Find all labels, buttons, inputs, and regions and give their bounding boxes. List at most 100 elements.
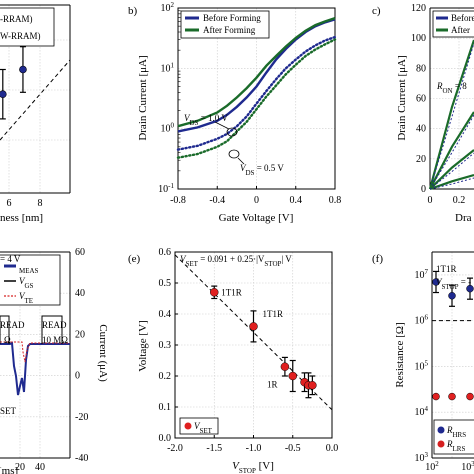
panel-d-legend-label: VTE: [19, 291, 33, 305]
panel-b-arrow: [214, 121, 230, 130]
panel-c-curve: [428, 39, 474, 190]
panel-e-ytick: 0.1: [159, 402, 172, 413]
panel-f-ytick-part: 10: [415, 453, 425, 464]
panel-f-hrs-point: [448, 292, 456, 300]
panel-b-annotation-part: DS: [246, 169, 255, 177]
panel-b-ytick-part: 10: [161, 63, 171, 74]
panel-f-ytick-part: 6: [425, 314, 429, 322]
panel-f-hrs-point: [432, 278, 440, 286]
panel-a-legend-item: W-RRAM): [0, 31, 41, 41]
panel-f-xtick: 103: [461, 460, 474, 473]
panel-d-xtick: 40: [35, 462, 45, 473]
panel-d-annotation: = 4 V: [0, 254, 21, 264]
panel-b-ellipse: [228, 149, 240, 159]
panel-e-xlabel-part: V: [232, 460, 240, 472]
panel-b-series-vds05: [176, 38, 337, 159]
panel-c-curve: [429, 149, 474, 190]
panel-b-ylabel: Drain Current [μA]: [137, 55, 149, 140]
panel-f-ytick: 106: [415, 314, 429, 327]
panel-d-legend-label-part: TE: [25, 297, 34, 305]
panel-b-xtick: -0.4: [209, 195, 225, 206]
panel-f-legend-marker: [437, 440, 445, 448]
panel-f-annotation-part: V: [436, 277, 443, 287]
panel-b-annotation: VDS = 0.5 V: [240, 163, 284, 177]
panel-b-ytick-part: 0: [171, 122, 175, 130]
panel-e-point: [308, 381, 317, 390]
panel-a-xlabel: ness [nm]: [0, 212, 43, 224]
panel-e-equation: VSET = 0.091 + 0.25·|VSTOP| V: [180, 254, 292, 268]
panel-f-ytick: 105: [415, 359, 429, 372]
panel-c-ytick: 120: [411, 3, 426, 14]
panel-d-legend-label-part: MEAS: [19, 267, 39, 275]
panel-c-annotation: RON = 8: [436, 81, 467, 95]
panel-b-ytick-part: 10: [161, 124, 171, 135]
panel-e-ytick: 0.5: [159, 278, 172, 289]
panel-e-legend-marker: [184, 422, 192, 430]
panel-b-xtick: -0.8: [170, 195, 186, 206]
panel-a-point: [0, 90, 7, 98]
panel-f-ytick-part: 10: [415, 316, 425, 327]
panel-e-ytick: 0.6: [159, 247, 172, 258]
panel-e-label: (e): [128, 253, 141, 265]
panel-d-y2tick: 60: [75, 247, 85, 258]
panel-e-ytick: 0.4: [159, 309, 172, 320]
panel-d-legend-label-part: V: [19, 291, 26, 301]
panel-d-legend-label-part: V: [19, 276, 26, 286]
panel-b-series-vds05: [176, 35, 337, 151]
panel-f-ytick-part: 7: [425, 268, 429, 276]
panel-b-legend: [180, 10, 270, 39]
panel-f-label: (f): [372, 253, 383, 265]
panel-f-ytick-part: 10: [415, 361, 425, 372]
panel-b-annotation-part: = 1.0 V: [198, 113, 228, 123]
panel-f-ytick-part: 3: [425, 451, 429, 459]
panel-c-ytick: 60: [416, 94, 426, 105]
panel-a-xtick: 8: [38, 198, 43, 209]
panel-c-ytick: 0: [421, 184, 426, 195]
panel-b-ytick: 101: [161, 61, 175, 74]
panel-e-xtick: 0.0: [326, 443, 339, 454]
panel-c-annotation-part: = 8: [453, 81, 468, 91]
panel-d-y2tick: -20: [75, 412, 88, 423]
panel-d-res-label: 10 MΩ: [42, 335, 68, 345]
panel-f-lrs-point: [432, 392, 440, 401]
panel-e-ytick: 0.3: [159, 340, 172, 351]
panel-c-xlabel: Dra: [455, 212, 472, 224]
panel-d-vte-trace: [0, 341, 70, 363]
panel-f-annotation: VSTOP = -: [436, 277, 471, 291]
panel-f-legend-label-part: R: [446, 439, 453, 449]
panel-e-legend-label-part: V: [194, 421, 201, 431]
panel-e-legend-label-part: SET: [200, 427, 213, 435]
panel-e-xtick: -0.5: [285, 443, 301, 454]
panel-b-annotation-part: V: [184, 113, 191, 123]
panel-f-annotation: 1T1R: [436, 264, 457, 274]
panel-d-y2tick: 0: [75, 371, 80, 382]
panel-b-ellipse: [226, 127, 238, 137]
panel-e-fit-line: [174, 254, 333, 411]
panel-e-point-label: 1R: [267, 379, 278, 389]
panel-f-lrs-point: [448, 392, 456, 401]
panel-e-xtick: -1.5: [206, 443, 222, 454]
panel-c-curve-before: [429, 177, 474, 190]
panel-b-xlabel: Gate Voltage [V]: [219, 212, 294, 224]
panel-e-equation-part: | V: [281, 254, 292, 264]
panel-c-curve-before: [429, 152, 474, 190]
panel-f-lrs-point: [466, 392, 474, 401]
panel-b-ytick-part: 10: [158, 184, 168, 195]
panel-b-xtick: 0.8: [329, 195, 342, 206]
panel-e-xlabel-part: [V]: [256, 460, 274, 472]
panel-e-point: [288, 371, 297, 381]
panel-c-xtick: 0: [428, 195, 433, 206]
panel-d-vgs-pulse: [0, 315, 10, 344]
panel-f-legend-marker: [437, 426, 445, 434]
panel-e-legend: [179, 417, 219, 435]
panel-d-res-label: Ω: [4, 335, 11, 345]
panel-d-set-label: SET: [0, 406, 17, 416]
panel-b-annotation-part: = 0.5 V: [254, 163, 284, 173]
panel-e-equation-part: V: [180, 254, 187, 264]
panel-d-legend-label-part: GS: [25, 282, 34, 290]
panel-e-ytick: 0.0: [159, 433, 172, 444]
panel-d-meas-trace: [0, 341, 70, 396]
panel-b-ytick-part: 10: [161, 3, 171, 14]
panel-c-ytick: 40: [416, 124, 426, 135]
panel-b-annotation: VDS = 1.0 V: [184, 113, 228, 127]
